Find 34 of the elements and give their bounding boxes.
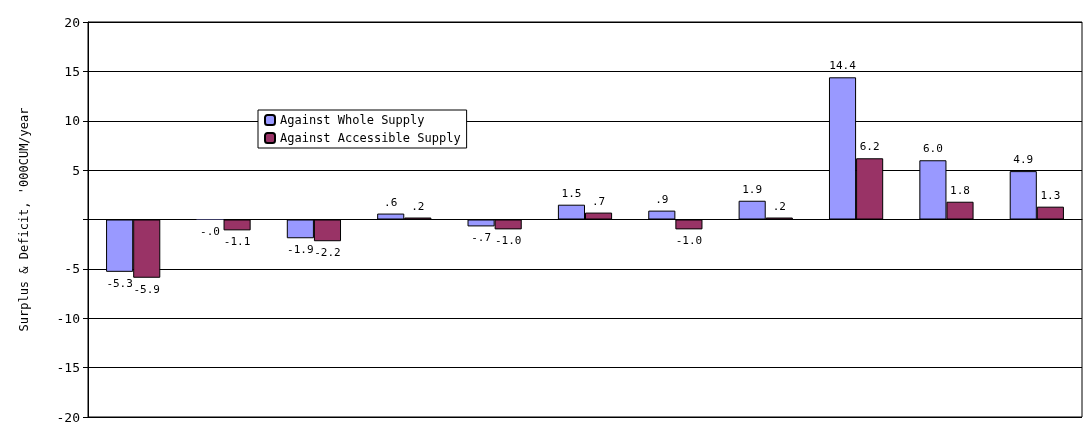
data-label: .9 bbox=[655, 192, 669, 206]
data-label: .7 bbox=[591, 194, 606, 208]
data-label: -1.9 bbox=[287, 243, 314, 257]
data-label: -5.9 bbox=[133, 282, 160, 296]
data-label: 1.5 bbox=[561, 186, 582, 200]
data-label: 6.0 bbox=[922, 142, 943, 156]
data-label: -1.1 bbox=[223, 235, 251, 249]
data-label: 1.9 bbox=[742, 182, 763, 196]
data-label: -5.3 bbox=[106, 276, 133, 290]
data-label: .2 bbox=[411, 199, 425, 213]
data-label: -1.0 bbox=[494, 234, 522, 248]
data-label: .2 bbox=[772, 199, 786, 213]
bar bbox=[223, 219, 251, 231]
y-tick-label: -10 bbox=[56, 310, 80, 326]
data-label: -2.2 bbox=[314, 246, 341, 260]
y-tick-label: 5 bbox=[72, 162, 80, 178]
y-tick-label: 20 bbox=[64, 14, 80, 30]
legend-label: Against Whole Supply bbox=[280, 113, 425, 127]
y-axis-title: Surplus & Deficit, '000CUM/year bbox=[17, 107, 31, 332]
data-label: -1.0 bbox=[675, 234, 703, 248]
data-label: .6 bbox=[384, 195, 398, 209]
legend-label: Against Accessible Supply bbox=[280, 131, 461, 145]
data-label: -.7 bbox=[471, 231, 492, 245]
y-tick-label: -15 bbox=[56, 360, 80, 376]
data-label: 14.4 bbox=[829, 59, 857, 73]
y-tick-label: 15 bbox=[64, 63, 80, 79]
y-tick-label: -20 bbox=[56, 409, 80, 425]
y-tick-label: -5 bbox=[64, 261, 80, 277]
data-label: -.0 bbox=[200, 224, 220, 238]
data-label: 1.3 bbox=[1040, 188, 1061, 202]
data-label: 4.9 bbox=[1013, 153, 1034, 167]
y-tick-label: 10 bbox=[64, 113, 80, 129]
data-label: 6.2 bbox=[859, 140, 880, 154]
data-label: 1.8 bbox=[950, 183, 970, 197]
